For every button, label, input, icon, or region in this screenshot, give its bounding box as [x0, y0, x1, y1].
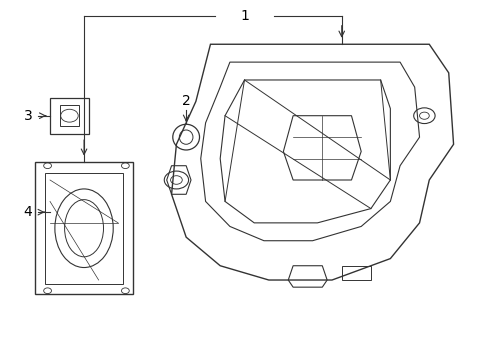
Text: 1: 1	[240, 9, 248, 23]
Text: 2: 2	[182, 94, 190, 108]
Text: 4: 4	[24, 205, 32, 219]
Text: 3: 3	[24, 109, 32, 123]
